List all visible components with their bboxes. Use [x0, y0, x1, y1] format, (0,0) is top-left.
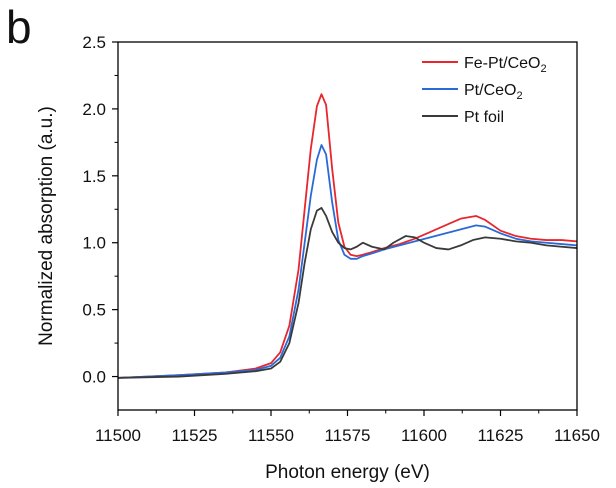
legend-label-0: Fe-Pt/CeO2: [464, 55, 547, 75]
series-line-0: [117, 93, 578, 379]
x-tick-label: 11550: [248, 426, 294, 445]
x-tick-label: 11500: [95, 426, 141, 445]
y-tick-label: 1.0: [82, 234, 106, 253]
y-tick-label: 0.5: [82, 301, 106, 320]
x-tick-label: 11650: [554, 426, 600, 445]
y-axis-label: Normalized absorption (a.u.): [36, 106, 57, 346]
y-tick-label: 2.0: [82, 100, 106, 119]
y-tick-label: 0.0: [82, 368, 106, 387]
x-axis-label: Photon energy (eV): [265, 462, 430, 483]
panel-label: b: [6, 1, 32, 53]
legend-label-1: Pt/CeO2: [464, 82, 523, 102]
x-tick-label: 11600: [401, 426, 447, 445]
legend-label-2: Pt foil: [464, 109, 504, 126]
x-tick-label: 11525: [171, 426, 217, 445]
x-tick-label: 11625: [477, 426, 523, 445]
series-line-1: [117, 144, 578, 379]
x-tick-label: 11575: [324, 426, 370, 445]
y-tick-label: 1.5: [82, 167, 106, 186]
series-line-2: [117, 207, 578, 379]
y-tick-label: 2.5: [82, 33, 106, 52]
